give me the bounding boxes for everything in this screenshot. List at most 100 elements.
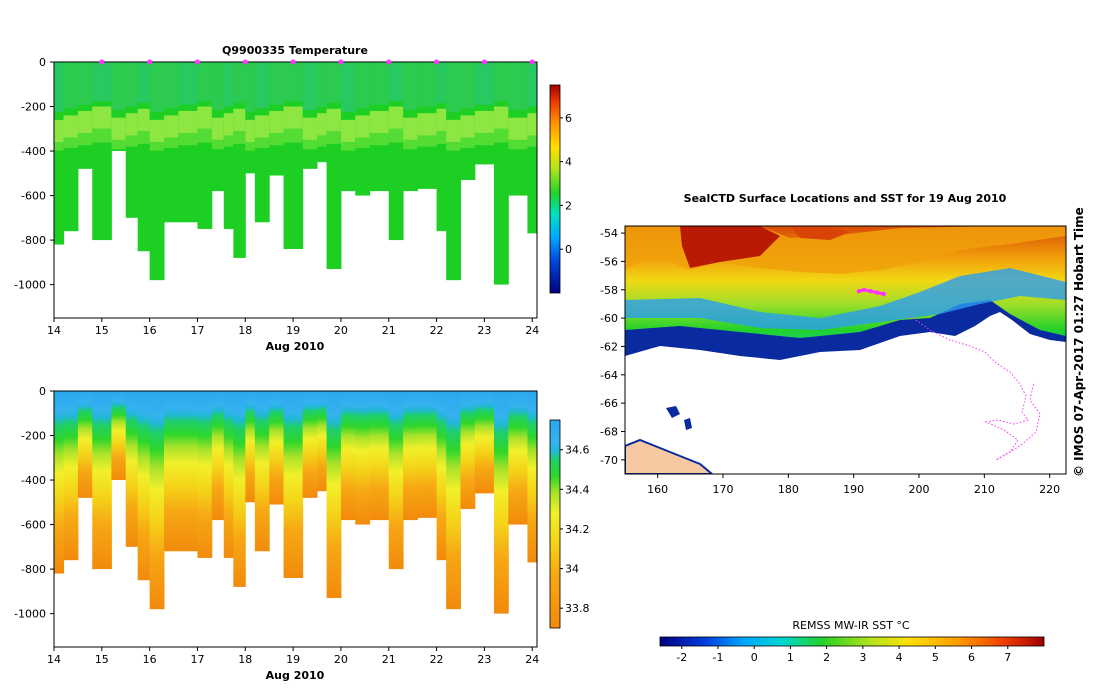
profile-column <box>527 391 537 563</box>
profile-surface-layer <box>254 62 270 109</box>
salinity-y-axis: 0 -200 -400 -600 -800 -1000 <box>14 385 54 621</box>
profile-column <box>302 391 318 498</box>
profile-column <box>417 391 438 518</box>
profile-transition <box>417 135 438 147</box>
x-tick-label: 14 <box>47 653 61 666</box>
profile-transition <box>436 131 447 144</box>
profile-column <box>178 62 198 223</box>
profile-column <box>137 62 151 252</box>
profile-deep <box>54 62 65 245</box>
profile-transition <box>446 142 461 151</box>
profile-salinity <box>340 391 356 521</box>
land-patch <box>625 438 714 474</box>
profile-salinity <box>178 391 198 552</box>
lon-tick-label: 180 <box>778 483 799 496</box>
profile-salinity <box>474 391 495 494</box>
temperature-title: Q9900335 Temperature <box>222 44 368 57</box>
profile-column <box>326 391 342 599</box>
profile-warm-band <box>149 119 165 143</box>
profile-surface-layer <box>355 62 371 109</box>
profile-surface-layer <box>137 62 151 103</box>
profile-surface-layer <box>92 62 112 102</box>
profile-column <box>326 62 342 270</box>
y-tick-label: 0 <box>39 385 46 398</box>
profile-transition <box>388 128 404 143</box>
surface-marker <box>290 59 296 65</box>
profile-transition <box>125 135 139 147</box>
profile-warm-band <box>63 115 79 138</box>
profile-column <box>77 62 93 169</box>
profile-transition <box>245 142 256 151</box>
profile-warm-band <box>283 106 304 129</box>
colorbar-tick-label: -1 <box>712 651 723 664</box>
profile-warm-band <box>211 117 225 140</box>
profile-column <box>54 62 65 245</box>
profile-column <box>211 391 225 521</box>
colorbar-tick-label: 6 <box>565 112 572 125</box>
profile-surface-layer <box>403 62 418 111</box>
profile-transition <box>178 133 198 146</box>
profile-salinity <box>283 391 304 578</box>
profile-salinity <box>54 391 65 574</box>
profile-surface-layer <box>163 62 179 109</box>
profile-surface-layer <box>111 62 127 111</box>
profile-column <box>283 391 304 578</box>
profile-deep <box>197 62 213 229</box>
y-tick-label: -800 <box>21 234 46 247</box>
profile-salinity <box>223 391 234 558</box>
profile-salinity <box>233 391 246 587</box>
profile-column <box>233 391 246 587</box>
salinity-colorbar <box>549 419 561 629</box>
profile-warm-band <box>493 106 509 129</box>
profile-salinity <box>446 391 461 610</box>
colorbar-tick-label: 4 <box>565 156 572 169</box>
sst-hot-core <box>680 226 780 268</box>
profile-salinity <box>125 391 139 547</box>
surface-marker <box>338 59 344 65</box>
map-latitude-axis: -54 -56 -58 -60 -62 -64 -66 -68 -70 <box>600 227 625 467</box>
profile-salinity <box>197 391 213 558</box>
temperature-colorbar-ticks: 0 2 4 6 <box>560 112 572 256</box>
lon-tick-label: 200 <box>909 483 930 496</box>
profile-transition <box>527 135 537 147</box>
profile-salinity <box>111 391 127 481</box>
profile-deep <box>149 62 165 281</box>
profile-transition <box>302 139 318 150</box>
profile-warm-band <box>527 113 537 136</box>
profile-warm-band <box>54 119 65 143</box>
surface-marker <box>99 59 105 65</box>
colorbar-tick-label: 2 <box>823 651 830 664</box>
colorbar-tick-label: 3 <box>859 651 866 664</box>
profile-deep <box>317 62 328 163</box>
profile-transition <box>340 142 356 151</box>
profile-column <box>245 62 256 174</box>
profile-column <box>436 391 447 561</box>
y-tick-label: -800 <box>21 563 46 576</box>
profile-warm-band <box>369 110 390 134</box>
profile-column <box>460 62 476 180</box>
profile-column <box>283 62 304 249</box>
profile-column <box>254 62 270 223</box>
profile-column <box>355 391 371 525</box>
map-frame <box>624 225 1067 475</box>
salinity-profiles <box>54 391 537 614</box>
profile-warm-band <box>163 115 179 138</box>
colorbar-tick-label: 7 <box>1004 651 1011 664</box>
colorbar-tick-label: 0 <box>565 243 572 256</box>
profile-warm-band <box>125 113 139 136</box>
x-tick-label: 24 <box>525 324 539 337</box>
profile-column <box>233 62 246 258</box>
x-tick-label: 22 <box>430 653 444 666</box>
lat-tick-label: -60 <box>600 312 618 325</box>
profile-surface-layer <box>493 62 509 102</box>
profile-warm-band <box>302 117 318 140</box>
profile-warm-band <box>340 119 356 143</box>
profile-surface-layer <box>446 62 461 112</box>
profile-deep <box>446 62 461 281</box>
profile-deep <box>527 62 537 234</box>
profile-salinity <box>417 391 438 518</box>
seal-location <box>874 290 880 295</box>
profile-column <box>178 391 198 552</box>
profile-transition <box>54 142 65 151</box>
